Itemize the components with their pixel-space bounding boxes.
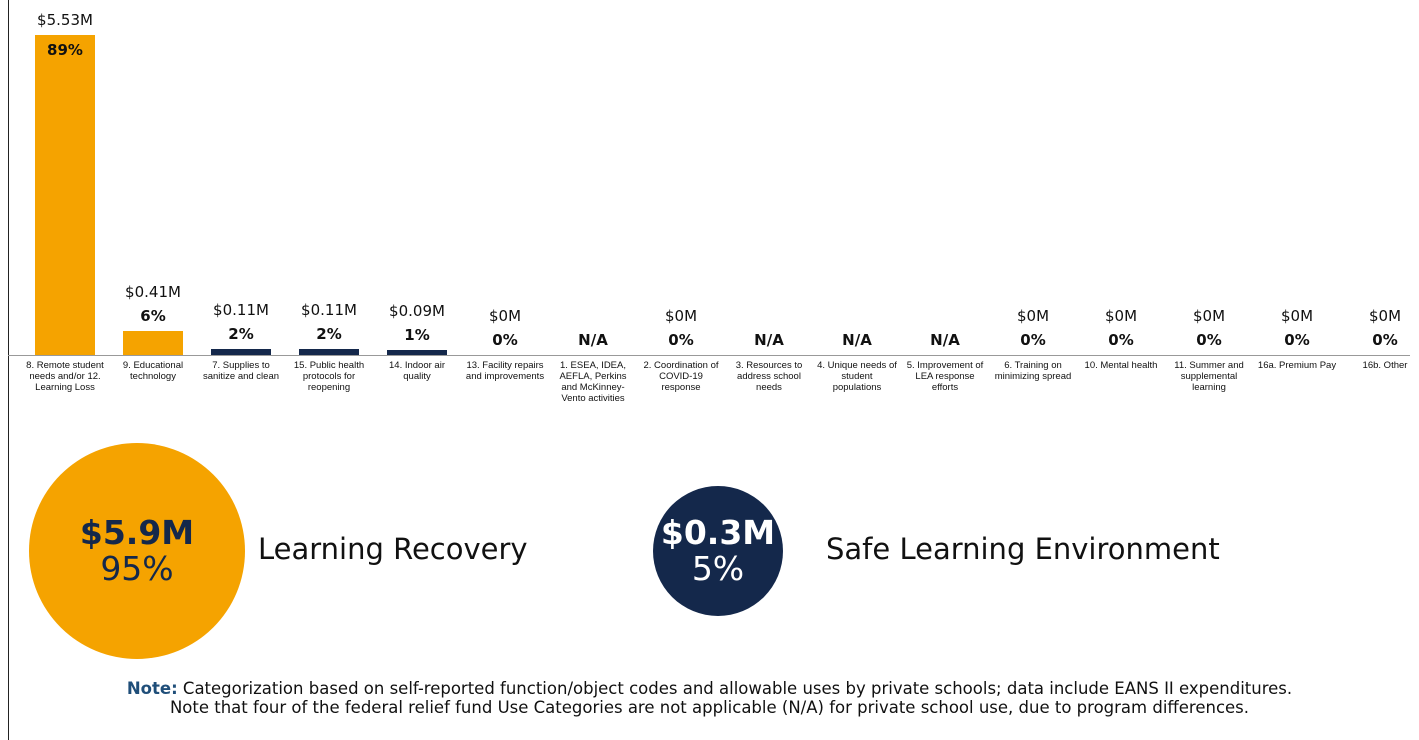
- category-label: 16a. Premium Pay: [1257, 360, 1337, 371]
- category-label: 15. Public health protocols for reopenin…: [293, 360, 365, 393]
- value-label: $0.41M: [125, 283, 181, 302]
- bar: [299, 348, 359, 355]
- share-label: N/A: [754, 331, 784, 349]
- bar: [35, 35, 95, 355]
- value-label: $0M: [1192, 307, 1226, 325]
- summary-amount: $5.9M: [79, 513, 195, 552]
- category-label: 4. Unique needs of student populations: [817, 360, 897, 393]
- summary-share: 5%: [691, 549, 745, 588]
- value-label: $0M: [1280, 307, 1314, 325]
- share-label: 2%: [228, 324, 254, 343]
- value-label: $0M: [664, 307, 698, 325]
- value-label: $0.09M: [389, 301, 445, 320]
- share-label: 1%: [404, 325, 430, 344]
- value-label: $5.53M: [37, 11, 93, 29]
- value-label: $0M: [488, 307, 522, 325]
- note-label: Note:: [126, 679, 178, 698]
- share-label: 0%: [492, 331, 518, 349]
- share-label: N/A: [842, 331, 872, 349]
- category-label: 13. Facility repairs and improvements: [465, 360, 545, 382]
- summary-label: Learning Recovery: [258, 532, 528, 566]
- note-line: Note: Categorization based on self-repor…: [0, 679, 1419, 698]
- note-text: Categorization based on self-reported fu…: [182, 679, 1293, 698]
- category-label: 7. Supplies to sanitize and clean: [202, 360, 280, 382]
- share-label: N/A: [578, 331, 608, 349]
- share-label: 6%: [140, 307, 166, 326]
- share-label: 0%: [1372, 331, 1398, 349]
- summary-circle: $0.3M 5%: [653, 486, 783, 616]
- share-label: 2%: [316, 324, 342, 343]
- category-label: 16b. Other: [1362, 360, 1408, 371]
- share-label: 0%: [1284, 331, 1310, 349]
- summary-label: Safe Learning Environment: [826, 532, 1220, 566]
- value-label: $0.11M: [301, 300, 357, 319]
- bar: [211, 348, 271, 355]
- value-label: $0M: [1104, 307, 1138, 325]
- category-label: 2. Coordination of COVID-19 response: [643, 360, 719, 393]
- note: Note: Categorization based on self-repor…: [0, 679, 1419, 717]
- axis-line: [8, 0, 9, 740]
- bar: [123, 331, 183, 355]
- category-label: 10. Mental health: [1084, 360, 1158, 371]
- value-label: $0.11M: [213, 300, 269, 319]
- note-line: Note that four of the federal relief fun…: [169, 698, 1250, 717]
- baseline: [8, 355, 1410, 356]
- category-label: 6. Training on minimizing spread: [994, 360, 1072, 382]
- summary-circle: $5.9M 95%: [29, 443, 245, 659]
- category-label: 11. Summer and supplemental learning: [1174, 360, 1244, 393]
- share-label: 0%: [668, 331, 694, 349]
- share-label: 0%: [1020, 331, 1046, 349]
- value-label: $0M: [1368, 307, 1402, 325]
- share-label: 0%: [1196, 331, 1222, 349]
- summary-amount: $0.3M: [660, 513, 776, 552]
- category-label: 5. Improvement of LEA response efforts: [906, 360, 984, 393]
- category-label: 3. Resources to address school needs: [735, 360, 803, 393]
- bar: [387, 349, 447, 355]
- share-label: N/A: [930, 331, 960, 349]
- share-label: 89%: [47, 41, 83, 59]
- category-label: 1. ESEA, IDEA, AEFLA, Perkins and McKinn…: [559, 360, 627, 404]
- value-label: $0M: [1016, 307, 1050, 325]
- summary-share: 95%: [100, 549, 174, 588]
- share-label: 0%: [1108, 331, 1134, 349]
- category-label: 8. Remote student needs and/or 12. Learn…: [26, 360, 104, 393]
- category-label: 9. Educational technology: [122, 360, 184, 382]
- category-label: 14. Indoor air quality: [389, 360, 445, 382]
